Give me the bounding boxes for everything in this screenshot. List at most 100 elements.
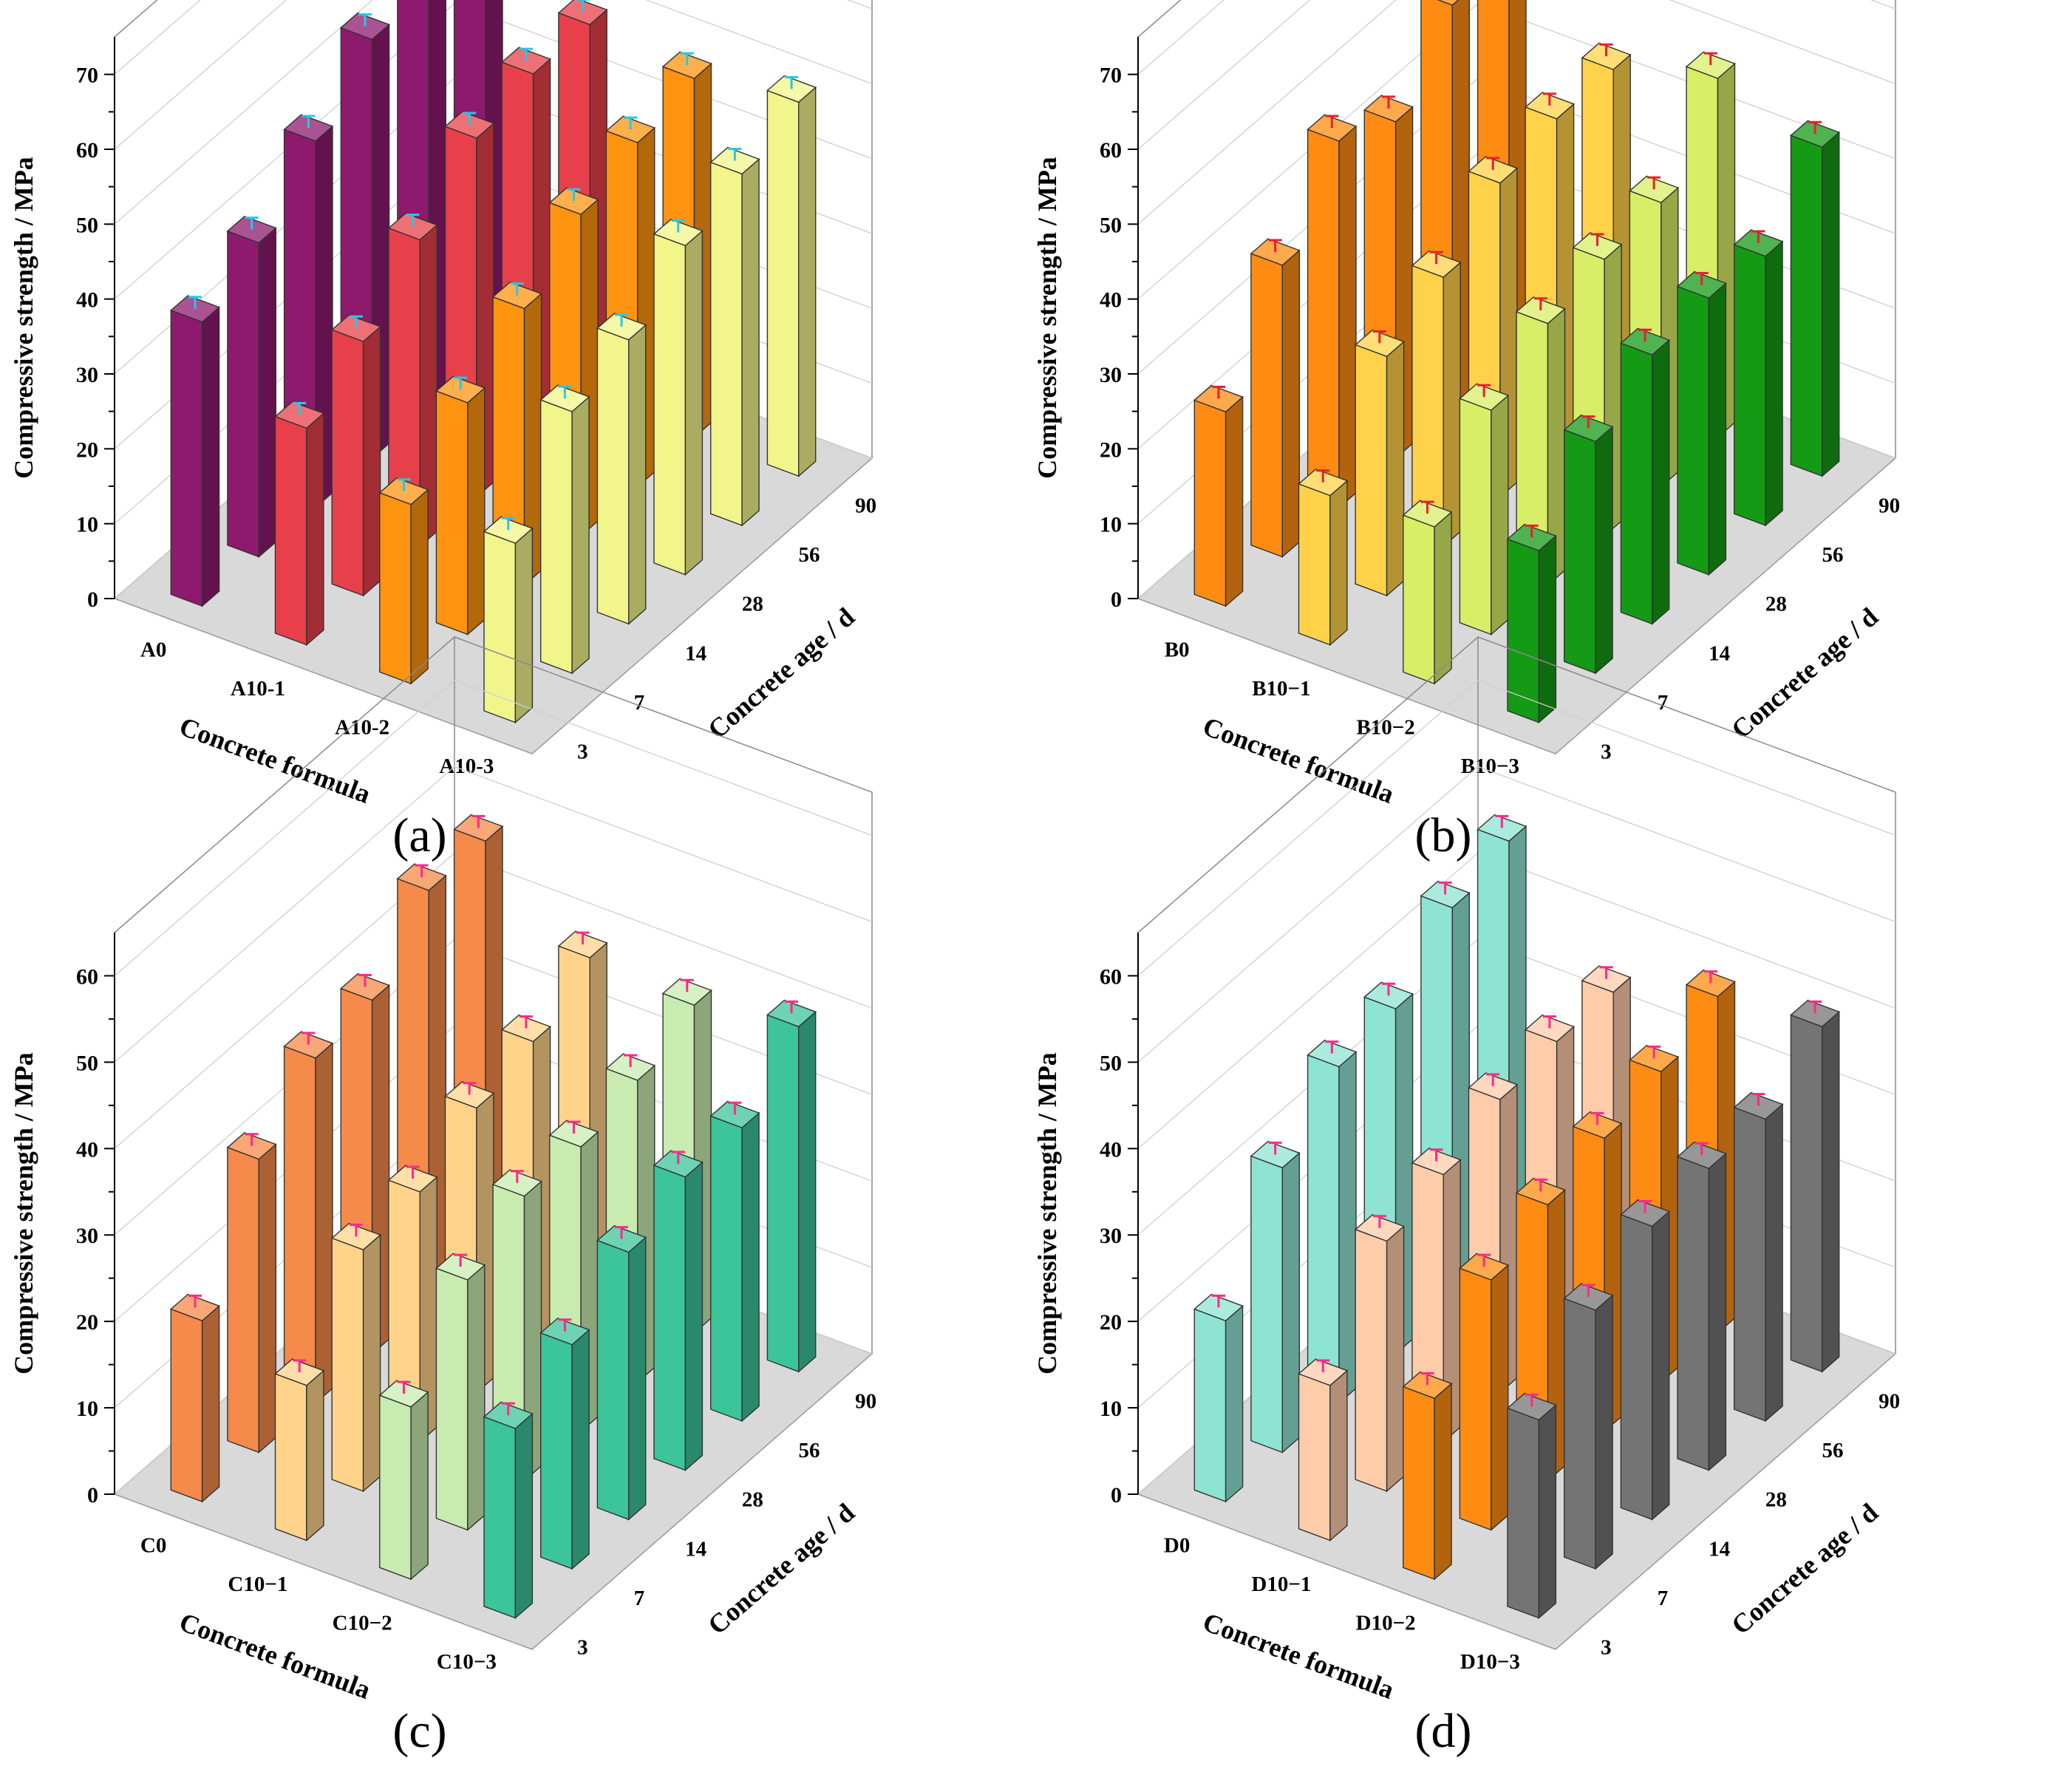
bar-top-face [1676,1141,1727,1169]
chart-panel-c: 0 10 20 30 40 50 60 Compressive strength / MPa C… [0,636,1023,1791]
age-tick-label: 7 [1658,1587,1669,1610]
error-bar [615,313,629,327]
error-bar [302,1032,316,1045]
bar-side-face [741,157,760,527]
bar [766,75,817,477]
bar [274,401,325,647]
bar-top-face [1515,1177,1566,1206]
error-bar [1429,1148,1443,1162]
bar-front-face [1193,1308,1227,1503]
gridline [114,679,873,976]
back-wall-frame [454,636,873,1354]
formula-tick-label: B10−1 [1252,677,1310,701]
bar [596,1224,647,1521]
formula-tick-label: B0 [1165,638,1190,661]
bar-front-face [710,161,743,527]
bar [539,1318,590,1570]
error-bar [576,0,590,12]
bar-side-face [1821,1010,1840,1373]
formula-tick-label: D10−1 [1251,1573,1311,1596]
error-bar [1316,1359,1330,1372]
age-tick-label: 3 [1601,740,1612,764]
error-bar [624,1054,638,1068]
error-bar [1477,1253,1491,1267]
bar-top-face [661,978,712,1006]
error-bar [1495,814,1509,828]
z-tick-label: 30 [76,1224,98,1248]
bar [1402,1371,1453,1581]
bar-side-face [571,1329,590,1570]
bar [653,1150,704,1472]
bar-side-face [628,324,647,625]
bar-side-face [1338,125,1357,509]
age-tick-label: 90 [855,494,876,517]
age-tick-label: 28 [1765,1488,1787,1512]
chart-panel-a: 0 10 20 30 40 50 60 70 Compressive strength / MP… [0,0,1023,896]
bar-front-face [483,531,517,723]
error-bar [1542,1015,1556,1029]
bar-side-face [1821,131,1840,477]
bar [378,477,429,685]
z-tick-label: 60 [1100,138,1122,163]
z-tick-label: 40 [1100,288,1122,313]
bar-side-face [410,488,429,685]
bar-front-face [766,89,800,477]
panel-caption: (a) [392,808,446,862]
bar [1563,1283,1614,1570]
error-bar [1429,251,1443,265]
error-bar [1372,330,1386,344]
bar-side-face [514,1412,534,1620]
bar-front-face [1677,1156,1710,1471]
bar-front-face [331,329,364,597]
chart-body: 0 10 20 30 40 50 60 70 Compressive strength / MP… [1032,0,1900,809]
formula-tick-label: A10-3 [439,754,494,778]
bar-front-face [274,415,307,646]
z-axis-title: Compressive strength / MPa [9,1052,38,1374]
z-tick-label: 70 [1100,64,1122,88]
error-bar [1647,1045,1661,1059]
error-bar [785,1000,799,1014]
age-tick-label: 28 [1765,593,1787,616]
bar-top-face [766,999,817,1028]
error-bar [1751,230,1765,243]
bar-top-face [557,930,608,958]
bar-top-face [1524,92,1575,120]
gridline [114,0,873,150]
bar [483,1401,534,1620]
bar-side-face [1538,534,1557,724]
z-tick-label: 50 [1100,213,1122,237]
bar-side-face [306,412,324,647]
bar-front-face [1507,538,1540,723]
age-tick-label: 14 [685,1537,706,1561]
error-bar [358,13,372,27]
bar [387,1165,438,1443]
bar-side-face [1338,1050,1357,1405]
bar-top-face [500,47,551,75]
bar-top-face [1563,1283,1614,1311]
bar [1620,1199,1671,1521]
bar-side-face [362,1233,381,1493]
z-tick-label: 40 [1100,1137,1122,1162]
bar [1298,1358,1349,1542]
bar-front-face [1193,399,1227,607]
bar-side-face [797,1010,817,1373]
chart-svg-b: 0 10 20 30 40 50 60 70 Compressive strength / MP… [1032,0,1900,862]
bar [709,146,760,527]
bar-front-face [1250,253,1283,558]
bar [1193,384,1244,607]
bar-side-face [1434,511,1452,685]
error-bar [454,1253,468,1267]
chart-panel-b: 0 10 20 30 40 50 60 70 Compressive strength / MP… [1023,0,2047,896]
chart-body: 0 10 20 30 40 50 60 Compressive strength / MPa C… [9,636,876,1705]
bar-top-face [661,51,712,79]
bar [1250,1140,1301,1454]
bar [1411,250,1462,548]
bar-front-face [1620,342,1653,625]
error-bar [463,1082,477,1095]
error-bar [785,75,799,89]
error-bar [1325,1040,1339,1054]
bar-top-face [491,1169,542,1197]
panel-caption: (c) [392,1704,446,1758]
bar-side-face [258,1143,276,1454]
error-bar [624,116,638,130]
